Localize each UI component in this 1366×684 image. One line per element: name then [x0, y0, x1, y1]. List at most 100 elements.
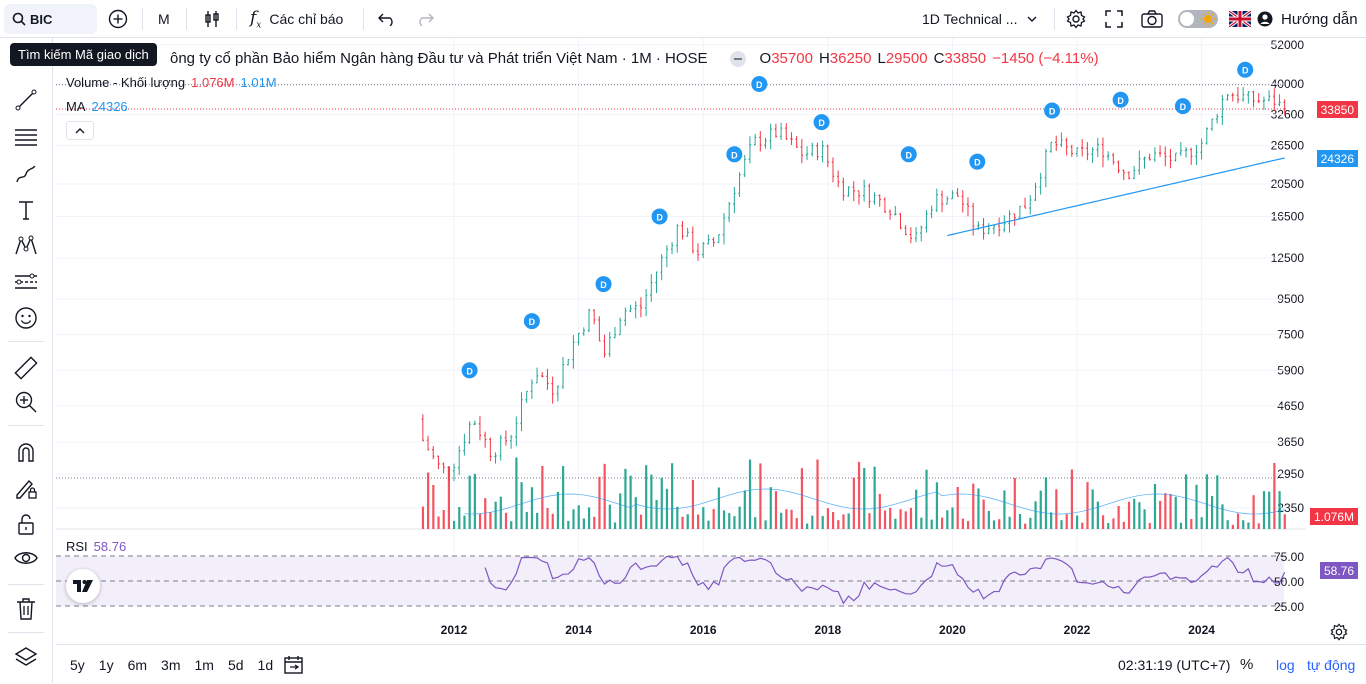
object-tree-tool[interactable]: [12, 643, 40, 671]
volume-bar: [769, 487, 772, 529]
interval-button[interactable]: M: [158, 11, 170, 27]
range-button-5y[interactable]: 5y: [70, 656, 85, 673]
settings-button[interactable]: [1065, 0, 1087, 38]
chart-pane[interactable]: 52000 40000 32600 26500 20500 16500 12500 9500 7…: [56, 38, 1306, 644]
indicators-button[interactable]: fx Các chỉ báo: [250, 0, 343, 38]
log-scale-toggle[interactable]: log: [1276, 656, 1295, 673]
legend-collapse-icon[interactable]: [729, 50, 746, 67]
auto-scale-toggle[interactable]: tự động: [1307, 656, 1356, 673]
measure-tool[interactable]: [12, 354, 40, 382]
lock-drawings-tool[interactable]: [12, 474, 40, 502]
zoom-in-tool[interactable]: [12, 388, 40, 416]
volume-bar: [790, 509, 793, 529]
range-button-1d[interactable]: 1d: [257, 656, 274, 673]
volume-bar: [1262, 491, 1266, 529]
volume-bar: [1138, 502, 1141, 529]
goto-date-button[interactable]: [284, 645, 304, 684]
layout-menu-button[interactable]: 1D Technical ...: [922, 0, 1037, 38]
volume-bar: [1174, 496, 1177, 529]
volume-bar: [1127, 501, 1131, 529]
fullscreen-button[interactable]: [1103, 0, 1125, 38]
time-tick-label: 2014: [565, 623, 592, 637]
range-button-5d[interactable]: 5d: [227, 656, 244, 673]
time-tick-label: 2022: [1064, 623, 1091, 637]
text-tool[interactable]: [12, 196, 40, 224]
volume-bar: [691, 479, 695, 529]
ma-price-label: 24326: [1316, 150, 1358, 167]
dividend-marker: [1044, 102, 1061, 119]
volume-bar: [909, 507, 913, 529]
volume-bar: [956, 487, 959, 529]
volume-bar: [536, 512, 539, 529]
undo-icon: [378, 13, 393, 26]
compare-symbol-button[interactable]: [106, 0, 130, 38]
volume-title: Volume - Khối lượng: [66, 75, 186, 90]
brush-icon: [16, 165, 36, 183]
emoji-tool[interactable]: [12, 304, 40, 332]
camera-icon: [1141, 10, 1163, 28]
hide-drawings-tool[interactable]: [12, 544, 40, 572]
volume-bar: [920, 517, 923, 529]
clock-timezone[interactable]: 02:31:19 (UTC+7): [1118, 656, 1231, 673]
range-button-1y[interactable]: 1y: [98, 656, 114, 673]
volume-ma-value: 1.01M: [240, 75, 277, 90]
volume-bar: [733, 516, 736, 529]
range-button-1m[interactable]: 1m: [194, 656, 214, 673]
theme-toggle[interactable]: [1177, 0, 1219, 38]
fib-tool[interactable]: [12, 123, 40, 151]
volume-bar: [785, 509, 788, 529]
volume-bar: [972, 483, 975, 529]
chevron-down-icon: [1027, 16, 1037, 22]
volume-bar: [904, 511, 907, 529]
price-chart[interactable]: 52000 40000 32600 26500 20500 16500 12500 9500 7…: [56, 38, 1306, 644]
chart-type-button[interactable]: [200, 0, 224, 38]
lock-all-tool[interactable]: [12, 510, 40, 538]
dividend-marker: [1174, 98, 1191, 115]
search-icon: [12, 12, 26, 26]
volume-bar: [608, 504, 611, 529]
dividend-marker-label: D: [600, 280, 607, 290]
volume-bar: [499, 496, 502, 529]
volume-bar: [681, 516, 684, 529]
undo-button[interactable]: [376, 0, 398, 38]
redo-button[interactable]: [414, 0, 436, 38]
screenshot-button[interactable]: [1140, 0, 1164, 38]
symbol-legend: ông ty cổ phần Bảo hiểm Ngân hàng Đầu tư…: [170, 50, 1099, 67]
function-icon: fx: [250, 7, 262, 31]
volume-bar: [1081, 522, 1084, 529]
range-button-3m[interactable]: 3m: [161, 656, 181, 673]
volume-bar: [1257, 523, 1260, 529]
tradingview-logo[interactable]: [66, 569, 100, 603]
collapse-legend-button[interactable]: [66, 121, 94, 140]
language-button[interactable]: [1229, 0, 1251, 38]
ma-value: 24326: [91, 99, 128, 114]
text-icon: [19, 201, 33, 220]
volume-bar: [1283, 514, 1286, 529]
magnet-tool[interactable]: [12, 438, 40, 466]
volume-bar: [1034, 501, 1037, 529]
trend-line-tool[interactable]: [12, 86, 40, 114]
projection-tool[interactable]: [12, 268, 40, 296]
ohlc-high: H36250: [818, 50, 872, 67]
horizontal-lines-icon: [15, 129, 37, 146]
pattern-tool[interactable]: [12, 232, 40, 260]
brush-tool[interactable]: [12, 160, 40, 188]
volume-bar: [1096, 501, 1099, 529]
range-button-6m[interactable]: 6m: [127, 656, 148, 673]
axis-settings-button[interactable]: [1330, 623, 1348, 641]
remove-drawings-tool[interactable]: [12, 595, 40, 623]
percent-scale-toggle[interactable]: %: [1240, 656, 1254, 673]
volume-bar: [1101, 515, 1105, 529]
volume-bar: [562, 466, 565, 529]
volume-bar: [1008, 516, 1011, 529]
volume-bar: [484, 498, 487, 529]
volume-bar: [458, 507, 461, 529]
volume-bar: [951, 507, 954, 529]
volume-bar: [998, 519, 1001, 529]
guide-button[interactable]: Hướng dẫn: [1257, 0, 1358, 38]
drawing-toolbar: [0, 38, 53, 683]
symbol-search-button[interactable]: BIC: [4, 4, 97, 34]
ruler-icon: [14, 356, 38, 380]
volume-bar: [447, 466, 451, 529]
volume-bar: [567, 520, 570, 529]
